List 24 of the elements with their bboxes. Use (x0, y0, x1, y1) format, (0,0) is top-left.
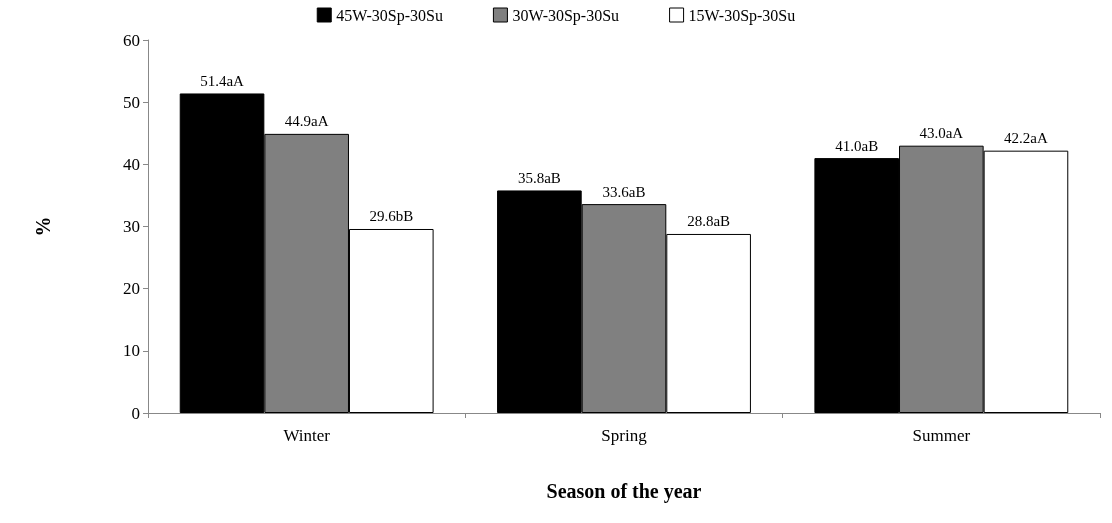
x-axis-title: Season of the year (546, 480, 702, 503)
x-tick-label: Summer (912, 426, 971, 445)
y-tick-label: 0 (131, 403, 140, 423)
data-label: 29.6bB (369, 208, 414, 225)
y-tick-label: 40 (123, 154, 140, 174)
legend-label: 15W-30Sp-30Su (688, 6, 796, 25)
legend-label: 30W-30Sp-30Su (512, 6, 620, 25)
x-tick-label: Spring (601, 426, 648, 445)
data-label: 41.0aB (835, 137, 879, 154)
y-axis-title: % (32, 216, 54, 237)
data-label: 42.2aA (1004, 130, 1048, 147)
y-tick-label: 50 (123, 92, 140, 112)
data-label: 43.0aA (919, 125, 964, 142)
data-label: 35.8aB (517, 169, 561, 186)
data-label: 28.8aB (687, 213, 731, 230)
y-tick-label: 20 (123, 279, 140, 299)
data-label: 33.6aB (602, 183, 646, 200)
x-tick-label: Winter (283, 426, 331, 445)
legend-label: 45W-30Sp-30Su (336, 6, 443, 25)
data-label: 51.4aA (200, 72, 245, 89)
y-tick-label: 30 (123, 217, 140, 236)
y-tick-label: 10 (123, 341, 140, 361)
data-label: 44.9aA (284, 113, 329, 130)
y-tick-label: 60 (123, 30, 140, 50)
